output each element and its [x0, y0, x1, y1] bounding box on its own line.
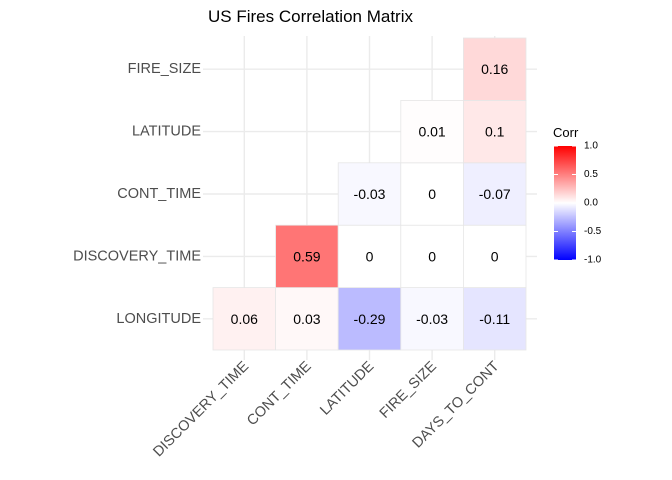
- heatmap-cell: -0.29: [337, 287, 402, 351]
- heatmap-cell: -0.07: [462, 162, 527, 226]
- color-legend: Corr 1.0 0.5 0.0 -0.5 -1.0: [553, 125, 602, 266]
- cell-value-label: 0.03: [293, 311, 320, 327]
- heatmap-tile: [462, 224, 527, 288]
- heatmap-tile: [462, 37, 527, 101]
- cell-value-label: 0.59: [293, 248, 320, 264]
- heatmap-cell: 0: [400, 162, 464, 226]
- y-tick-label: FIRE_SIZE: [128, 61, 202, 77]
- heatmap-tile: [400, 162, 464, 226]
- heatmap-cell: 0.03: [275, 287, 339, 351]
- cell-value-label: -0.07: [479, 186, 511, 202]
- legend-color-bar: [554, 146, 576, 260]
- heatmap-tile: [337, 287, 402, 351]
- heatmap-tiles: 0.06 0.03 -0.29 -0.03 -0.11 0.59 0 0 0 -0.03 0 -0.0…: [212, 37, 527, 351]
- y-axis-tick-labels: LONGITUDE DISCOVERY_TIME CONT_TIME LATITUDE…: [73, 61, 201, 327]
- cell-value-label: -0.03: [416, 311, 448, 327]
- cell-value-label: 0: [428, 186, 436, 202]
- cell-value-label: 0.16: [481, 61, 508, 77]
- heatmap-tile: [275, 224, 339, 288]
- legend-tick-label: -0.5: [584, 226, 602, 237]
- heatmap-tile: [400, 224, 464, 288]
- legend-tick-label: -1.0: [584, 255, 602, 266]
- heatmap-cell: 0.06: [212, 287, 276, 351]
- y-tick-label: LONGITUDE: [116, 311, 201, 327]
- x-tick-label: CONT_TIME: [244, 358, 315, 429]
- y-tick-label: DISCOVERY_TIME: [73, 248, 201, 264]
- cell-value-label: 0: [366, 248, 374, 264]
- cell-value-label: 0: [491, 248, 499, 264]
- cell-value-label: 0.06: [231, 311, 258, 327]
- cell-value-label: 0.1: [485, 124, 505, 140]
- heatmap-tile: [275, 287, 339, 351]
- legend-tick-label: 0.5: [584, 169, 598, 180]
- chart-title: US Fires Correlation Matrix: [208, 7, 413, 26]
- legend-ticks: 1.0 0.5 0.0 -0.5 -1.0: [554, 141, 602, 266]
- heatmap-cell: -0.11: [462, 287, 527, 351]
- heatmap-cell: 0: [337, 224, 402, 288]
- legend-title: Corr: [553, 125, 579, 140]
- cell-value-label: -0.11: [479, 311, 510, 327]
- heatmap-cell: 0.01: [400, 100, 464, 164]
- heatmap-cell: 0.59: [275, 224, 339, 288]
- legend-tick-label: 0.0: [584, 198, 598, 209]
- cell-value-label: 0: [428, 248, 436, 264]
- heatmap-cell: 0.16: [462, 37, 527, 101]
- y-tick-label: LATITUDE: [132, 124, 201, 140]
- heatmap-tile: [400, 287, 464, 351]
- x-tick-label: FIRE_SIZE: [377, 358, 440, 421]
- cell-value-label: 0.01: [418, 124, 445, 140]
- cell-value-label: -0.29: [354, 311, 386, 327]
- x-tick-label: LATITUDE: [317, 358, 377, 418]
- x-tick-label: DISCOVERY_TIME: [150, 358, 252, 460]
- heatmap-cell: 0: [462, 224, 527, 288]
- heatmap-tile: [337, 162, 402, 226]
- heatmap-cell: -0.03: [337, 162, 402, 226]
- heatmap-cell: -0.03: [400, 287, 464, 351]
- heatmap-cell: 0.1: [462, 100, 527, 164]
- heatmap-tile: [462, 100, 527, 164]
- heatmap-tile: [400, 100, 464, 164]
- legend-tick-label: 1.0: [584, 141, 598, 152]
- cell-value-label: -0.03: [354, 186, 386, 202]
- heatmap-cell: 0: [400, 224, 464, 288]
- y-tick-label: CONT_TIME: [117, 186, 201, 202]
